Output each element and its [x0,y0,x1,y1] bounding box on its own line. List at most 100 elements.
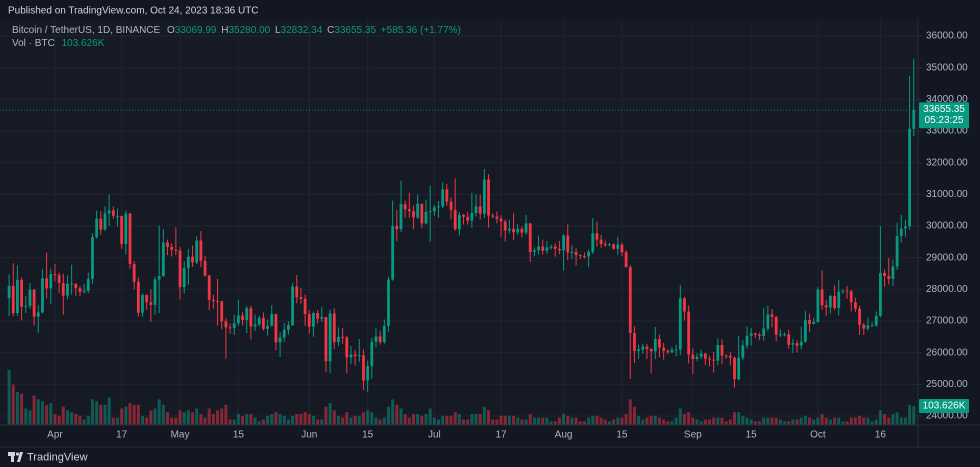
candle-body [432,207,436,212]
volume-bar [874,419,878,425]
volume-bar [753,421,757,425]
volume-bar [778,419,782,425]
candle-body [649,348,653,352]
candle-body [241,315,244,321]
candle-body [666,350,670,353]
volume-bar [353,415,357,425]
volume-bar [65,410,69,425]
volume-bar [799,417,803,425]
volume-bar [120,408,124,425]
volume-bar [737,412,741,425]
volume-bar [507,415,511,425]
y-tick-label: 36000.00 [926,31,968,42]
candle-body [74,283,78,289]
y-tick-label: 26000.00 [926,347,968,358]
candle-body [587,251,590,257]
candle-body [549,246,553,248]
candle-body [457,214,461,230]
candle-body [491,215,495,217]
volume-bar [20,393,24,425]
volume-bar [282,415,286,425]
candle-body [299,297,303,299]
candle-body [658,339,661,348]
volume-bar [307,414,311,425]
candle-body [899,228,903,237]
candle-body [45,278,49,289]
candle-body [307,314,311,327]
volume-bar [153,408,157,425]
volume-bar [166,412,170,425]
candle-body [249,308,253,327]
candle-body [274,314,278,343]
volume-bar [236,414,240,425]
low-key: L [275,25,281,36]
candle-body [507,228,511,231]
candle-body [678,298,682,350]
volume-bar [899,417,903,425]
volume-bar [774,417,778,425]
volume-bar [115,417,119,425]
candle-body [712,359,716,361]
volume-bar [90,399,94,425]
volume-bar [470,414,474,425]
x-tick-label: 15 [362,430,374,441]
volume-bar [224,404,228,425]
volume-bar [903,417,907,425]
volume-bar [291,415,295,425]
candle-body [503,221,507,231]
volume-bar [649,415,653,425]
x-tick-label: Jun [301,430,317,441]
candle-body [128,213,132,265]
volume-bar [758,421,762,425]
volume-bar [595,415,599,425]
y-tick-label: 25000.00 [926,379,968,390]
candle-body [166,242,169,247]
candle-body [520,228,524,233]
volume-bar [241,415,245,425]
candle-body [136,281,140,313]
volume-bar [366,410,370,425]
volume-bar [437,419,441,425]
candle-body [103,213,107,230]
candle-body [808,320,811,324]
candle-body [337,336,340,342]
volume-bar [820,414,824,425]
volume-bar [487,410,491,425]
x-tick-label: Sep [684,430,702,441]
candle-body [320,317,324,319]
candle-body [353,354,357,356]
candle-body [203,260,207,276]
candle-body [699,353,703,357]
candle-body [532,250,536,252]
volume-bar [616,417,620,425]
volume-bar [61,406,65,425]
volume-bar [478,414,482,425]
volume-bar [749,419,753,425]
candle-body [608,244,611,246]
volume-bar [49,403,53,425]
volume-bar [566,415,570,425]
candle-body [749,333,753,336]
candle-body [262,317,265,329]
candle-body [691,354,695,360]
volume-bar [724,421,728,425]
volume-bar [674,417,678,425]
candle-body [799,341,803,346]
volume-bar [632,406,636,425]
volume-bar [182,412,186,425]
candle-body [332,313,336,342]
candle-body [24,305,28,307]
volume-bar [641,419,645,425]
footer-brand: TradingView [27,451,88,463]
candle-body [841,290,845,292]
volume-bar [416,414,420,425]
candle-body [574,251,578,256]
candle-body [36,312,40,317]
logo-dot [15,452,20,456]
y-tick-label: 32000.00 [926,157,968,168]
candle-body [499,218,503,222]
volume-bar [199,414,203,425]
volume-bar [878,410,882,425]
volume-bar [195,408,199,425]
candle-body [95,218,99,238]
